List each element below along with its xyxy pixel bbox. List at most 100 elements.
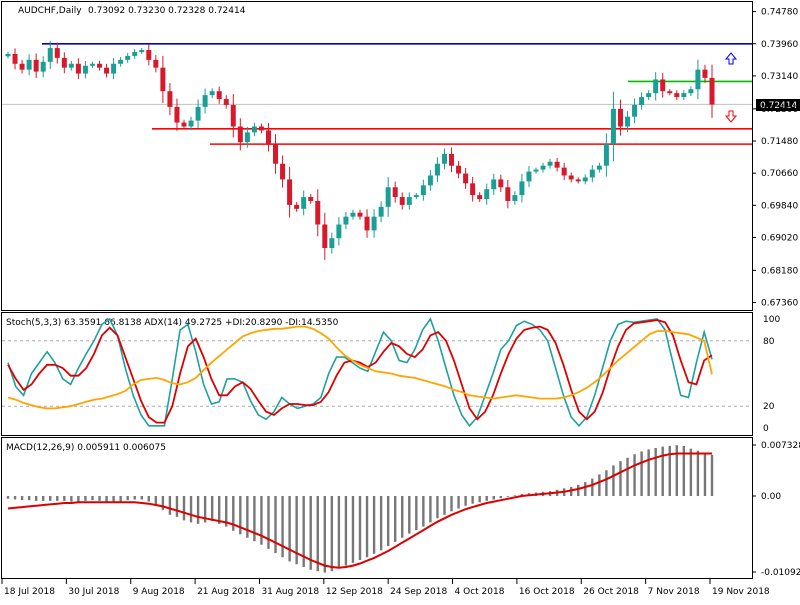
candle	[97, 60, 103, 71]
date-tick-label: 30 Jul 2018	[68, 587, 119, 597]
candle	[26, 54, 32, 76]
candle	[61, 52, 67, 74]
candle-body	[47, 48, 53, 62]
candle	[519, 174, 525, 203]
macd-bar	[703, 452, 707, 497]
candle	[265, 123, 271, 152]
candle-body	[111, 63, 117, 74]
candle	[111, 58, 117, 80]
candle	[582, 174, 588, 185]
macd-bar	[98, 496, 101, 501]
candle	[244, 126, 250, 148]
macd-bar	[682, 445, 686, 497]
macd-bar	[119, 496, 122, 502]
candle-body	[399, 197, 405, 205]
macd-bar	[499, 496, 502, 499]
macd-bar	[316, 496, 319, 572]
candle-body	[216, 91, 222, 100]
candle-body	[392, 187, 398, 198]
candle	[89, 61, 95, 68]
price-tick-label: 0.70660	[761, 169, 798, 179]
macd-bar	[168, 496, 172, 515]
candle-body	[273, 144, 279, 164]
price-tick-label: 0.74780	[761, 8, 798, 18]
candle-body	[308, 197, 314, 201]
date-tick-label: 19 Nov 2018	[712, 587, 770, 597]
oscillator-tick-label: 0	[763, 424, 769, 434]
oscillator-tick-label: 20	[763, 402, 775, 412]
candle-body	[97, 63, 103, 68]
macd-bar	[330, 496, 334, 572]
candle	[19, 59, 25, 74]
candle-body	[420, 185, 426, 196]
candle-body	[653, 79, 659, 94]
candle	[589, 164, 595, 183]
candle-body	[19, 63, 25, 70]
candle-body	[434, 163, 440, 176]
candle-body	[413, 195, 419, 198]
price-pane	[1, 1, 753, 311]
candle-body	[223, 99, 229, 105]
candle	[688, 86, 694, 97]
candle	[540, 162, 546, 173]
macd-bar	[605, 470, 608, 497]
macd-bar	[260, 496, 263, 545]
candle-body	[251, 126, 257, 133]
candle-body	[294, 204, 300, 209]
candle	[533, 167, 539, 174]
candle	[301, 190, 307, 216]
candle-body	[258, 126, 264, 131]
oscillator-tick-label: 80	[763, 337, 775, 347]
candle-body	[146, 50, 152, 60]
candle	[223, 95, 229, 109]
candle	[603, 133, 609, 177]
macd-bar	[619, 461, 622, 497]
candle-body	[209, 91, 215, 96]
candle	[427, 169, 433, 191]
candle	[610, 91, 616, 162]
candle-body	[526, 171, 532, 182]
macd-tick-label: -0.01092	[761, 568, 800, 578]
candle	[181, 119, 187, 130]
ohlc-readout: 0.73092 0.73230 0.72328 0.72414	[88, 6, 246, 16]
price-tick-label: 0.73140	[761, 72, 798, 82]
candle-body	[160, 67, 166, 92]
macd-bar	[689, 448, 693, 497]
macd-bar	[577, 484, 580, 497]
macd-bar	[506, 496, 510, 497]
candle-body	[139, 50, 145, 53]
candle-body	[118, 59, 124, 64]
macd-bar	[295, 496, 298, 565]
candle	[709, 64, 715, 118]
candle-body	[709, 77, 715, 105]
candle	[160, 55, 166, 103]
adx-line	[7, 325, 713, 410]
candle-body	[660, 79, 666, 92]
candle	[449, 147, 455, 173]
macd-signal-line	[7, 452, 712, 569]
candle	[230, 94, 236, 138]
candle-body	[456, 165, 462, 174]
macd-bar	[485, 496, 488, 501]
macd-bar	[27, 496, 31, 501]
candle	[702, 64, 708, 83]
candle-body	[244, 132, 250, 143]
macd-series	[6, 445, 714, 573]
candle	[498, 174, 504, 192]
candle-body	[427, 175, 433, 186]
macd-bar	[147, 496, 150, 502]
macd-bar	[6, 496, 10, 499]
candle	[477, 192, 483, 202]
candle	[188, 116, 194, 131]
candle-body	[695, 69, 701, 90]
candle-body	[364, 216, 370, 231]
candle	[371, 209, 377, 238]
macd-bar	[274, 496, 277, 554]
candle	[463, 167, 469, 189]
macd-bar	[140, 496, 143, 500]
macd-bar	[232, 496, 235, 531]
candle-body	[371, 216, 377, 231]
candle-body	[343, 216, 349, 225]
candle-body	[315, 200, 321, 225]
